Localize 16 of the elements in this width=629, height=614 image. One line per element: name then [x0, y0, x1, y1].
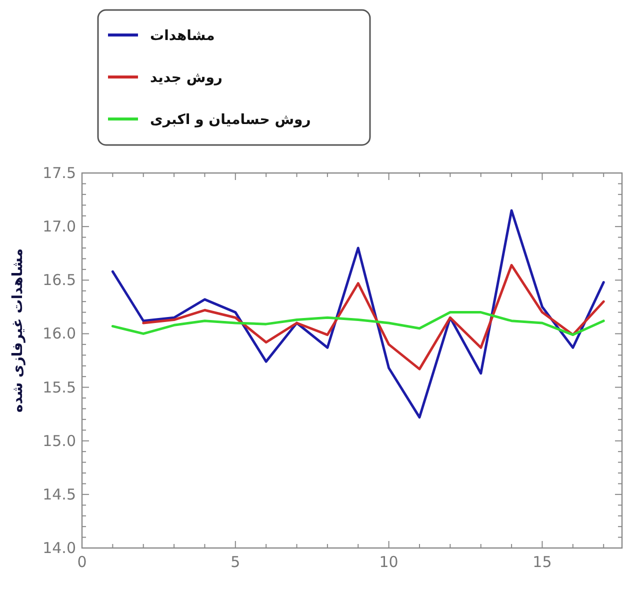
y-tick-label: 17.5	[42, 164, 76, 182]
x-tick-label: 15	[532, 553, 552, 571]
x-tick-label: 5	[230, 553, 240, 571]
legend-label: روش حسامیان و اکبری	[150, 112, 311, 128]
y-tick-label: 17.0	[42, 218, 76, 236]
y-axis-title: مشاهدات غیرفازی شده	[10, 248, 26, 413]
y-tick-label: 15.0	[42, 432, 76, 450]
x-tick-label: 0	[77, 553, 87, 571]
y-tick-label: 14.0	[42, 539, 76, 557]
x-tick-label: 10	[379, 553, 398, 571]
y-tick-label: 16.0	[42, 324, 76, 343]
y-tick-label: 16.5	[42, 271, 76, 290]
legend-label: روش جدید	[150, 70, 222, 86]
y-tick-label: 15.5	[42, 378, 76, 396]
y-tick-label: 14.5	[42, 485, 76, 504]
legend-label: مشاهدات	[150, 28, 215, 44]
